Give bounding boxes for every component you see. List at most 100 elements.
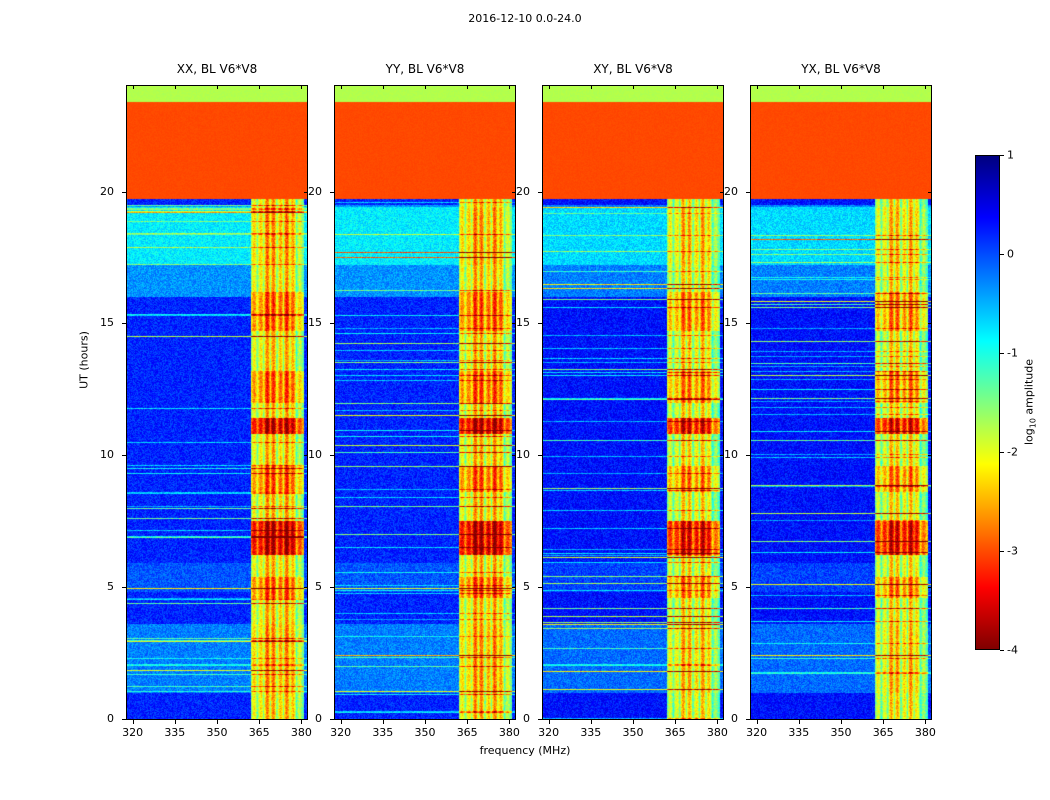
x-axis-tick-top xyxy=(717,85,719,89)
y-axis-tick-right xyxy=(512,587,516,589)
y-axis-tick xyxy=(538,719,542,720)
y-axis-tick-label: 15 xyxy=(100,316,114,330)
x-axis-tick xyxy=(798,720,800,724)
y-axis-tick-label: 20 xyxy=(100,184,114,198)
colorbar-tick xyxy=(1000,452,1004,453)
heatmap-canvas xyxy=(751,86,931,719)
x-axis-tick xyxy=(425,720,426,724)
y-axis-tick-label: 20 xyxy=(308,184,322,198)
x-axis-tick-top xyxy=(217,85,218,89)
y-axis-tick xyxy=(538,191,542,193)
x-axis-tick-label: 320 xyxy=(122,726,144,739)
y-axis-tick-label: 10 xyxy=(308,448,322,462)
colorbar-tick-label: 0 xyxy=(1007,247,1014,261)
heatmap-image xyxy=(334,85,516,720)
y-axis-tick xyxy=(746,719,750,720)
x-axis-tick xyxy=(841,720,842,724)
x-axis-tick-top xyxy=(509,85,511,89)
y-axis-tick-label: 5 xyxy=(107,580,114,594)
x-axis-tick-label: 365 xyxy=(456,726,478,739)
colorbar-tick-label: 1 xyxy=(1007,148,1014,162)
heatmap-canvas xyxy=(127,86,307,719)
x-axis-tick xyxy=(675,720,677,724)
y-axis-tick-right xyxy=(512,323,516,325)
colorbar-tick xyxy=(1000,551,1004,552)
panel-title: YX, BL V6*V8 xyxy=(801,62,881,76)
x-axis-tick-top xyxy=(633,85,634,89)
x-axis-tick-top xyxy=(382,85,384,89)
panel-title: XX, BL V6*V8 xyxy=(176,62,258,76)
x-axis-tick-top xyxy=(340,85,342,89)
y-axis-tick-right xyxy=(512,719,516,720)
x-axis-tick-label: 350 xyxy=(622,726,644,739)
colorbar-tick-label: -2 xyxy=(1007,445,1018,459)
colorbar xyxy=(975,155,1000,650)
y-axis-tick-label: 0 xyxy=(523,712,530,725)
x-axis-tick xyxy=(217,720,218,724)
x-axis-tick-label: 365 xyxy=(664,726,686,739)
y-axis-tick-right xyxy=(720,455,724,457)
heatmap-image xyxy=(126,85,308,720)
colorbar-tick-label: -1 xyxy=(1007,346,1018,360)
x-axis-tick-label: 335 xyxy=(580,726,602,739)
y-axis-tick-label: 10 xyxy=(724,448,738,462)
x-axis-tick-label: 320 xyxy=(330,726,352,739)
x-axis-tick xyxy=(301,720,303,724)
x-axis-tick xyxy=(340,720,342,724)
y-axis-tick-right xyxy=(928,455,932,457)
x-axis-tick-top xyxy=(548,85,550,89)
y-axis-tick xyxy=(330,587,334,589)
x-axis-tick-label: 365 xyxy=(248,726,270,739)
x-axis-tick xyxy=(590,720,592,724)
y-axis-tick xyxy=(122,587,126,589)
y-axis-tick xyxy=(746,587,750,589)
colorbar-tick xyxy=(1000,254,1004,255)
x-axis-tick-label: 350 xyxy=(206,726,228,739)
x-axis-tick xyxy=(467,720,469,724)
y-axis-tick-label: 15 xyxy=(308,316,322,330)
x-axis-tick xyxy=(925,720,927,724)
x-axis-tick xyxy=(509,720,511,724)
heatmap-canvas xyxy=(335,86,515,719)
y-axis-tick-right xyxy=(720,323,724,325)
colorbar-tick xyxy=(1000,155,1004,156)
y-axis-tick xyxy=(746,191,750,193)
y-axis-tick xyxy=(122,323,126,325)
x-axis-tick-top xyxy=(756,85,758,89)
colorbar-tick-label: -3 xyxy=(1007,544,1018,558)
y-axis-tick xyxy=(538,587,542,589)
y-axis-tick xyxy=(538,455,542,457)
x-axis-tick-top xyxy=(675,85,677,89)
y-axis-tick-right xyxy=(720,191,724,193)
x-axis-tick-label: 380 xyxy=(706,726,728,739)
colorbar-gradient xyxy=(976,156,999,649)
y-axis-tick-label: 15 xyxy=(724,316,738,330)
x-axis-tick-top xyxy=(467,85,469,89)
x-axis-tick xyxy=(382,720,384,724)
colorbar-tick-label: -4 xyxy=(1007,643,1018,657)
x-axis-tick-top xyxy=(301,85,303,89)
y-axis-tick-right xyxy=(304,323,308,325)
y-axis-tick-right xyxy=(928,719,932,720)
y-axis-tick-right xyxy=(928,191,932,193)
y-axis-tick-label: 0 xyxy=(315,712,322,725)
heatmap-image xyxy=(542,85,724,720)
y-axis-tick-label: 5 xyxy=(523,580,530,594)
y-axis-tick-right xyxy=(304,719,308,720)
heatmap-image xyxy=(750,85,932,720)
x-axis-tick-top xyxy=(798,85,800,89)
colorbar-tick xyxy=(1000,353,1004,354)
x-axis-tick xyxy=(174,720,176,724)
y-axis-tick-label: 15 xyxy=(516,316,530,330)
y-axis-tick-label: 10 xyxy=(100,448,114,462)
heatmap-canvas xyxy=(543,86,723,719)
y-axis-tick-right xyxy=(512,191,516,193)
heatmap-panel-yx: YX, BL V6*V8 320 335 350 365 380 0 5 10 15 20 xyxy=(724,62,936,739)
x-axis-tick-label: 350 xyxy=(414,726,436,739)
y-axis-tick-right xyxy=(304,191,308,193)
y-axis-tick-right xyxy=(304,455,308,457)
x-axis-tick-top xyxy=(925,85,927,89)
x-axis-tick-top xyxy=(590,85,592,89)
x-axis-tick-top xyxy=(841,85,842,89)
x-axis-tick xyxy=(548,720,550,724)
